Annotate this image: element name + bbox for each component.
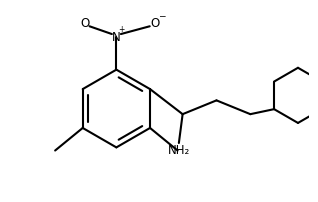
Text: −: −	[158, 11, 166, 20]
Text: +: +	[119, 24, 125, 34]
Text: O: O	[151, 17, 160, 30]
Text: NH₂: NH₂	[168, 144, 190, 157]
Text: O: O	[80, 17, 90, 30]
Text: N: N	[112, 31, 121, 44]
